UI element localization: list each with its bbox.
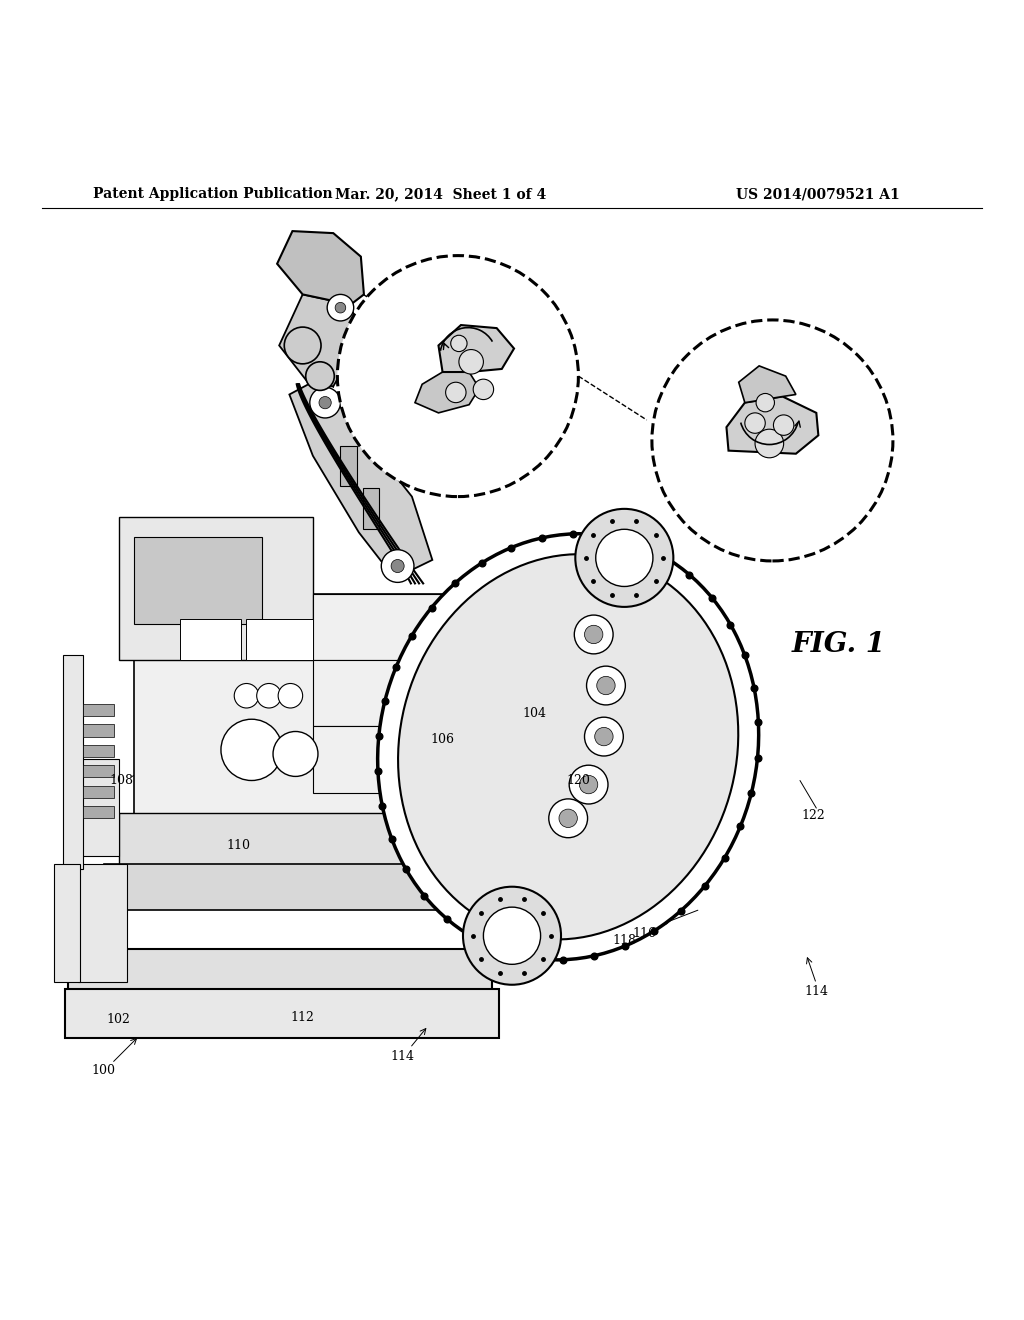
Text: 102: 102 [106, 1012, 131, 1026]
Bar [313, 726, 451, 793]
Polygon shape [738, 366, 796, 403]
Polygon shape [438, 325, 514, 372]
Circle shape [756, 393, 774, 412]
Text: 122: 122 [802, 809, 825, 822]
Circle shape [575, 508, 674, 607]
Text: Patent Application Publication: Patent Application Publication [93, 187, 333, 202]
Bar [247, 619, 313, 660]
Bar [103, 865, 486, 911]
Polygon shape [726, 396, 818, 454]
Circle shape [585, 626, 603, 644]
Circle shape [306, 362, 334, 391]
Circle shape [596, 529, 653, 586]
Ellipse shape [378, 533, 759, 960]
Bar [180, 619, 242, 660]
Text: 116: 116 [633, 927, 656, 940]
Text: US 2014/0079521 A1: US 2014/0079521 A1 [736, 187, 900, 202]
Circle shape [755, 429, 783, 458]
Circle shape [285, 327, 322, 364]
Circle shape [451, 335, 467, 351]
Text: Mar. 20, 2014  Sheet 1 of 4: Mar. 20, 2014 Sheet 1 of 4 [335, 187, 546, 202]
Bar [134, 537, 262, 624]
Circle shape [549, 799, 588, 838]
Bar [83, 785, 114, 797]
Text: 114: 114 [391, 1049, 415, 1063]
Bar [362, 488, 379, 529]
Circle shape [595, 727, 613, 746]
Bar [65, 989, 499, 1038]
Circle shape [234, 684, 259, 708]
Text: 114: 114 [804, 986, 828, 998]
Bar [78, 865, 127, 982]
Text: 118: 118 [612, 935, 636, 948]
Circle shape [574, 615, 613, 653]
Bar [83, 704, 114, 717]
Polygon shape [415, 372, 479, 413]
Circle shape [597, 676, 615, 694]
Circle shape [327, 294, 353, 321]
Circle shape [310, 387, 340, 418]
Circle shape [587, 667, 626, 705]
Text: FIG. 1: FIG. 1 [792, 631, 886, 659]
Bar [340, 446, 356, 486]
Circle shape [381, 549, 414, 582]
Circle shape [319, 396, 331, 409]
Bar [78, 759, 119, 857]
Bar [54, 865, 80, 982]
Circle shape [335, 302, 346, 313]
Circle shape [445, 383, 466, 403]
Ellipse shape [398, 554, 738, 940]
Circle shape [257, 684, 282, 708]
Bar [83, 725, 114, 737]
Text: 120: 120 [566, 774, 590, 787]
Text: 104: 104 [522, 706, 547, 719]
Polygon shape [290, 379, 432, 578]
Text: 100: 100 [91, 1064, 116, 1077]
Bar [313, 594, 451, 660]
Bar [68, 949, 492, 991]
Circle shape [580, 775, 598, 793]
Circle shape [652, 319, 893, 561]
Bar [119, 813, 461, 870]
Bar [83, 744, 114, 756]
Circle shape [279, 684, 303, 708]
Bar [62, 655, 83, 870]
Circle shape [221, 719, 283, 780]
Circle shape [337, 256, 579, 496]
Text: 106: 106 [430, 733, 455, 746]
Bar [83, 766, 114, 777]
Circle shape [773, 414, 794, 436]
Text: 110: 110 [226, 840, 250, 853]
Circle shape [585, 717, 624, 756]
Text: 108: 108 [110, 774, 134, 787]
Bar [83, 807, 114, 818]
Polygon shape [278, 231, 364, 305]
Circle shape [559, 809, 578, 828]
Text: 112: 112 [291, 1011, 314, 1024]
Circle shape [473, 379, 494, 400]
Circle shape [459, 350, 483, 374]
Circle shape [483, 907, 541, 965]
Circle shape [273, 731, 318, 776]
Bar [119, 517, 313, 660]
Circle shape [569, 766, 608, 804]
Circle shape [463, 887, 561, 985]
Polygon shape [280, 294, 360, 387]
Circle shape [744, 413, 765, 433]
Bar [134, 594, 451, 818]
Bar [313, 660, 451, 726]
Circle shape [391, 560, 404, 573]
